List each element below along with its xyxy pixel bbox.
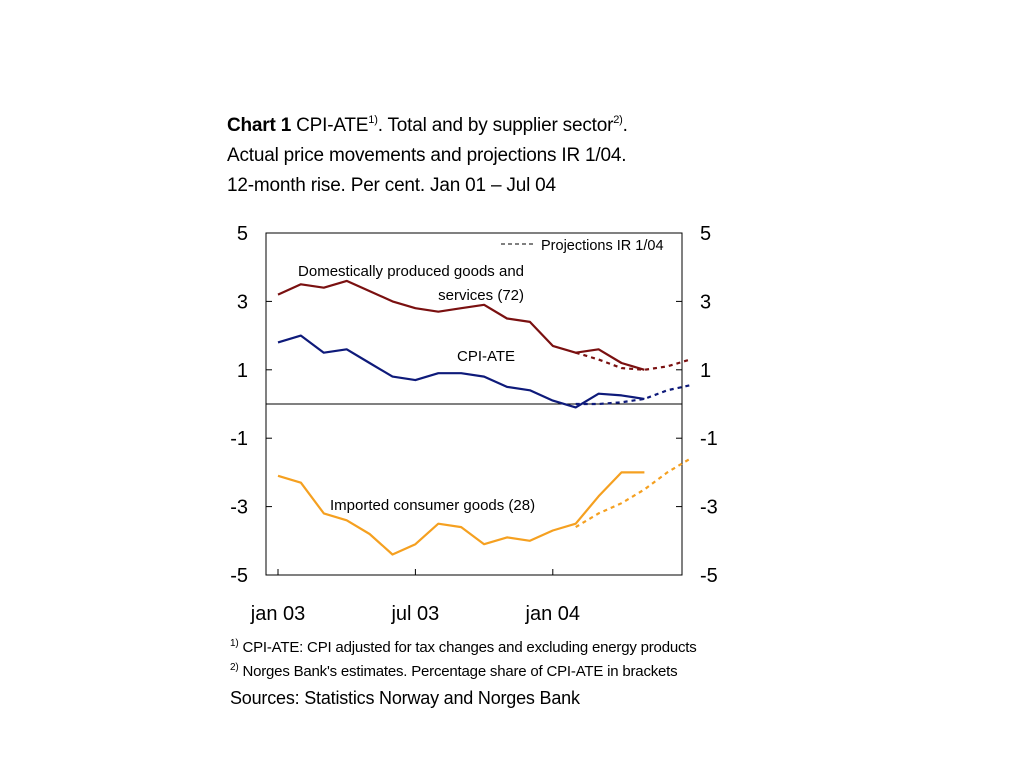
title-footnote-mark-1: 1) [368,114,378,126]
annotation-imported: Imported consumer goods (28) [330,497,535,514]
annotation-domestic-line2: services (72) [438,287,524,304]
y-tick-label-right: -5 [700,565,718,587]
x-tick-label: jan 04 [525,603,581,625]
y-tick-label-left: -3 [230,497,248,519]
title-footnote-mark-2: 2) [613,114,623,126]
x-tick-label: jan 03 [250,603,306,625]
y-tick-label-right: 1 [700,360,711,382]
legend-label: Projections IR 1/04 [541,238,664,254]
series-line-2-projection [575,457,691,529]
series-line-0-projection [575,351,691,371]
title-line-3: 12-month rise. Per cent. Jan 01 – Jul 04 [227,175,556,196]
y-axis-right: 5 3 1 -1 -3 -5 [676,223,718,587]
series-annotations: Domestically produced goods and services… [298,263,535,514]
y-tick-label-right: -1 [700,428,718,450]
footnote-2-text: Norges Bank's estimates. Percentage shar… [238,663,678,680]
y-tick-label-left: -1 [230,428,248,450]
title-text-c: . [622,115,628,136]
y-tick-label-left: 5 [237,223,248,245]
title-bold-prefix: Chart 1 [227,115,292,136]
y-tick-label-right: 3 [700,291,711,313]
y-tick-label-left: -5 [230,565,248,587]
annotation-domestic-line1: Domestically produced goods and [298,263,524,280]
line-chart: 5 3 1 -1 -3 -5 5 3 1 -1 -3 -5 jan 03 jul 03 jan 04 P… [230,223,718,625]
x-tick-label: jul 03 [390,603,439,625]
title-line-1: Chart 1 CPI-ATE1). Total and by supplier… [227,111,747,141]
x-axis: jan 03 jul 03 jan 04 [250,569,580,625]
title-text-b: . Total and by supplier sector [377,115,614,136]
footnote-1-text: CPI-ATE: CPI adjusted for tax changes an… [238,639,697,656]
y-axis-left: 5 3 1 -1 -3 -5 [230,223,272,587]
series-line-1-actual [277,334,645,409]
annotation-cpi-ate: CPI-ATE [457,348,515,365]
legend: Projections IR 1/04 [501,238,664,254]
title-line-2: Actual price movements and projections I… [227,145,627,166]
title-text-a: CPI-ATE [291,115,369,136]
footnote-1: 1) CPI-ATE: CPI adjusted for tax changes… [230,636,700,660]
series-line-0-actual [277,279,645,371]
series-line-2-actual [277,471,645,556]
footnote-2: 2) Norges Bank's estimates. Percentage s… [230,660,700,684]
footnote-1-mark: 1) [230,638,239,649]
footnotes: 1) CPI-ATE: CPI adjusted for tax changes… [230,636,700,712]
sources-line: Sources: Statistics Norway and Norges Ba… [230,688,580,708]
y-tick-label-right: -3 [700,497,718,519]
series-line-1-projection [575,384,691,406]
chart-title: Chart 1 CPI-ATE1). Total and by supplier… [227,111,747,201]
footnote-2-mark: 2) [230,662,239,673]
y-tick-label-left: 1 [237,360,248,382]
y-tick-label-right: 5 [700,223,711,245]
y-tick-label-left: 3 [237,291,248,313]
series-group [277,279,691,556]
